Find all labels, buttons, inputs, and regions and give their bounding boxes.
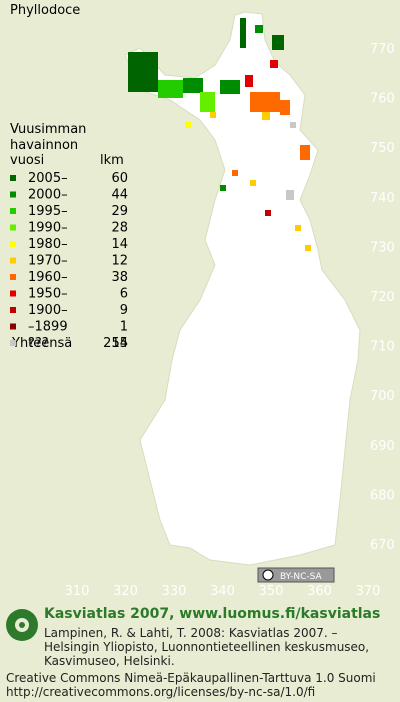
- easting-label: 320: [113, 584, 138, 599]
- total-count: 255: [103, 336, 128, 351]
- northing-label: 730: [370, 240, 395, 255]
- legend-label: 1960–: [28, 270, 68, 285]
- license: http://creativecommons.org/licenses/by-n…: [6, 685, 315, 699]
- legend-label: 1970–: [28, 254, 68, 269]
- easting-label: 310: [65, 584, 90, 599]
- legend-swatch: [10, 340, 16, 346]
- northing-label: 740: [370, 191, 395, 206]
- easting-label: 360: [307, 584, 332, 599]
- legend-swatch: [10, 175, 16, 181]
- legend-swatch: [10, 323, 16, 330]
- license: Creative Commons Nimeä-Epäkaupallinen-Ta…: [6, 671, 376, 685]
- legend-count: 1: [120, 320, 128, 335]
- citation: Kasvimuseo, Helsinki.: [44, 654, 175, 668]
- easting-label: 340: [210, 584, 235, 599]
- logo: [6, 609, 38, 641]
- legend-column: lkm: [100, 153, 124, 168]
- northing-label: 710: [370, 340, 395, 355]
- legend-heading: Vuusimman: [10, 122, 86, 137]
- northing-label: 670: [370, 538, 395, 553]
- legend-count: 14: [111, 336, 128, 351]
- badge-text: BY-NC-SA: [280, 572, 323, 582]
- northing-label: 700: [370, 389, 395, 404]
- easting-label: 350: [259, 584, 284, 599]
- legend-count: 28: [111, 221, 128, 236]
- legend-count: 12: [111, 254, 128, 269]
- legend-column: vuosi: [10, 153, 44, 168]
- legend-label: 1900–: [28, 303, 68, 318]
- legend-count: 44: [111, 188, 128, 203]
- northing-label: 690: [370, 439, 395, 454]
- legend-swatch: [10, 257, 16, 264]
- legend-swatch: [10, 191, 16, 198]
- northing-label: 760: [370, 92, 395, 107]
- northing-label: 720: [370, 290, 395, 305]
- easting-label: 370: [356, 584, 381, 599]
- legend-count: 60: [111, 171, 128, 186]
- legend-label: 1980–: [28, 237, 68, 252]
- citation: Helsingin Yliopisto, Luonnontieteellinen…: [44, 640, 369, 654]
- legend-label: 1950–: [28, 287, 68, 302]
- legend-swatch: [10, 307, 16, 313]
- legend-label: –1899: [28, 320, 68, 335]
- legend-swatch: [10, 290, 16, 297]
- cc-badge: BY-NC-SA: [257, 567, 335, 583]
- legend-heading: havainnon: [10, 138, 78, 153]
- legend-count: 9: [120, 303, 128, 318]
- total-label: Yhteensä: [11, 336, 72, 351]
- legend-count: 6: [120, 287, 128, 302]
- easting-label: 330: [162, 584, 187, 599]
- legend-count: 29: [111, 204, 128, 219]
- northing-label: 750: [370, 141, 395, 156]
- legend-label: ???: [28, 336, 49, 351]
- legend-swatch: [10, 274, 16, 280]
- legend-count: 38: [111, 270, 128, 285]
- observation-squares: [128, 18, 311, 251]
- legend-swatch: [10, 241, 16, 247]
- legend-label: 2005–: [28, 171, 68, 186]
- legend-label: 1995–: [28, 204, 68, 219]
- citation: Lampinen, R. & Lahti, T. 2008: Kasviatla…: [44, 626, 338, 640]
- title: Phyllodoce: [10, 3, 80, 18]
- legend-label: 2000–: [28, 188, 68, 203]
- legend-label: 1990–: [28, 221, 68, 236]
- northing-label: 770: [370, 42, 395, 57]
- footer-headline: Kasviatlas 2007, www.luomus.fi/kasviatla…: [44, 606, 380, 622]
- legend-count: 14: [111, 237, 128, 252]
- northing-label: 680: [370, 488, 395, 503]
- legend-swatch: [10, 208, 16, 214]
- legend-swatch: [10, 224, 16, 231]
